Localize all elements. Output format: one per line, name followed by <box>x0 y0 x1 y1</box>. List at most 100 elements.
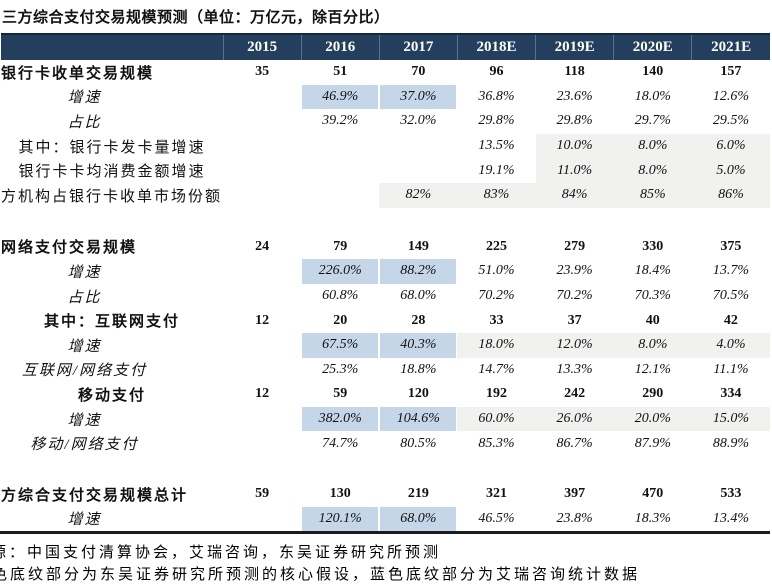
row-label: 互联网/网络支付 <box>1 358 223 383</box>
value-cell: 12 <box>223 382 301 407</box>
table-bottom-border <box>0 531 770 534</box>
value-cell: 8.0% <box>614 158 692 183</box>
value-cell <box>379 134 457 159</box>
row-label: 网络支付交易规模 <box>1 235 223 260</box>
value-cell: 70.2% <box>457 284 535 309</box>
value-cell: 87.9% <box>614 431 692 456</box>
header-year-cell: 2017 <box>379 34 457 60</box>
row-label: 其中：互联网支付 <box>1 308 223 333</box>
value-cell: 88.2% <box>379 259 457 284</box>
value-cell <box>223 259 301 284</box>
value-cell: 23.9% <box>536 259 614 284</box>
value-cell <box>301 134 379 159</box>
value-cell: 46.9% <box>301 85 379 110</box>
header-label-cell <box>1 34 223 60</box>
value-cell: 8.0% <box>614 134 692 159</box>
value-cell: 70.2% <box>536 284 614 309</box>
value-cell: 533 <box>692 482 770 507</box>
value-cell: 375 <box>692 235 770 260</box>
value-cell: 140 <box>614 60 692 85</box>
header-year-cell: 2016 <box>301 34 379 60</box>
row-label: 增速 <box>1 507 223 532</box>
value-cell: 59 <box>223 482 301 507</box>
value-cell: 79 <box>301 235 379 260</box>
value-cell: 40 <box>614 308 692 333</box>
value-cell: 70.3% <box>614 284 692 309</box>
value-cell: 18.3% <box>614 507 692 532</box>
value-cell: 86.7% <box>536 431 614 456</box>
value-cell: 29.5% <box>692 109 770 134</box>
value-cell: 25.3% <box>301 358 379 383</box>
value-cell <box>223 333 301 358</box>
value-cell: 18.0% <box>614 85 692 110</box>
value-cell: 118 <box>536 60 614 85</box>
value-cell: 88.9% <box>692 431 770 456</box>
value-cell: 59 <box>301 382 379 407</box>
value-cell: 23.8% <box>536 507 614 532</box>
value-cell: 84% <box>536 183 614 208</box>
row-label: 方机构占银行卡收单市场份额 <box>1 183 223 208</box>
value-cell: 12.1% <box>614 358 692 383</box>
value-cell: 11.0% <box>536 158 614 183</box>
value-cell <box>223 284 301 309</box>
value-cell: 4.0% <box>692 333 770 358</box>
row-label: 银行卡收单交易规模 <box>1 60 223 85</box>
value-cell: 19.1% <box>457 158 535 183</box>
value-cell <box>223 134 301 159</box>
value-cell: 12.6% <box>692 85 770 110</box>
row-label: 移动/网络支付 <box>1 431 223 456</box>
table-row: 互联网/网络支付 25.3%18.8%14.7%13.3%12.1%11.1% <box>1 358 770 383</box>
row-label: 移动支付 <box>1 382 223 407</box>
value-cell: 28 <box>379 308 457 333</box>
value-cell: 24 <box>223 235 301 260</box>
row-label: 占比 <box>1 284 223 309</box>
value-cell <box>223 158 301 183</box>
value-cell: 13.3% <box>536 358 614 383</box>
value-cell: 20 <box>301 308 379 333</box>
value-cell: 42 <box>692 308 770 333</box>
value-cell <box>301 183 379 208</box>
value-cell: 70 <box>379 60 457 85</box>
value-cell: 321 <box>457 482 535 507</box>
value-cell: 18.8% <box>379 358 457 383</box>
value-cell: 226.0% <box>301 259 379 284</box>
value-cell: 10.0% <box>536 134 614 159</box>
value-cell: 11.1% <box>692 358 770 383</box>
header-year-cell: 2015 <box>223 34 301 60</box>
value-cell: 14.7% <box>457 358 535 383</box>
value-cell: 8.0% <box>614 333 692 358</box>
value-cell: 382.0% <box>301 407 379 432</box>
value-cell: 86% <box>692 183 770 208</box>
value-cell <box>223 109 301 134</box>
source-note: 源：中国支付清算协会，艾瑞咨询，东吴证券研究所预测 <box>0 543 772 565</box>
value-cell: 29.8% <box>536 109 614 134</box>
row-label: 增速 <box>1 407 223 432</box>
value-cell: 330 <box>614 235 692 260</box>
value-cell: 12.0% <box>536 333 614 358</box>
header-year-cell: 2018E <box>457 34 535 60</box>
value-cell: 13.5% <box>457 134 535 159</box>
value-cell <box>223 358 301 383</box>
value-cell: 334 <box>692 382 770 407</box>
row-label: 增速 <box>1 85 223 110</box>
value-cell: 120.1% <box>301 507 379 532</box>
value-cell: 242 <box>536 382 614 407</box>
value-cell: 5.0% <box>692 158 770 183</box>
value-cell <box>301 158 379 183</box>
value-cell <box>379 158 457 183</box>
value-cell: 70.5% <box>692 284 770 309</box>
value-cell <box>223 85 301 110</box>
value-cell: 149 <box>379 235 457 260</box>
